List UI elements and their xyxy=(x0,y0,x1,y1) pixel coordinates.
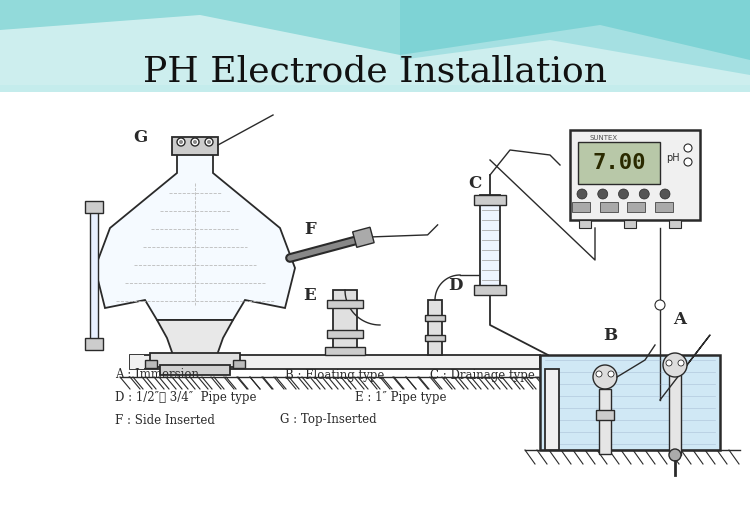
Bar xyxy=(130,355,540,369)
Circle shape xyxy=(193,140,197,144)
Polygon shape xyxy=(95,153,295,320)
Circle shape xyxy=(678,360,684,366)
Circle shape xyxy=(191,138,199,146)
Text: D : 1/2″、 3/4″  Pipe type: D : 1/2″、 3/4″ Pipe type xyxy=(115,391,256,404)
Bar xyxy=(352,227,374,247)
Bar xyxy=(0,0,750,95)
Bar xyxy=(600,202,618,212)
Bar xyxy=(327,300,363,308)
Text: E: E xyxy=(304,286,316,303)
Circle shape xyxy=(577,189,587,199)
Text: B : Floating type: B : Floating type xyxy=(285,369,384,382)
Bar xyxy=(233,360,245,368)
Circle shape xyxy=(177,138,185,146)
Bar xyxy=(480,195,500,295)
Text: G : Top-Inserted: G : Top-Inserted xyxy=(280,414,376,427)
Polygon shape xyxy=(157,320,233,355)
Bar xyxy=(596,410,614,420)
Circle shape xyxy=(660,189,670,199)
Bar xyxy=(655,202,673,212)
Bar xyxy=(578,142,660,184)
Circle shape xyxy=(639,189,650,199)
FancyBboxPatch shape xyxy=(570,130,700,220)
Text: D: D xyxy=(448,277,462,294)
Bar xyxy=(85,201,103,213)
Bar xyxy=(172,137,218,155)
Text: SUNTEX: SUNTEX xyxy=(590,135,618,141)
Bar xyxy=(0,0,750,85)
Polygon shape xyxy=(400,0,750,75)
Bar xyxy=(145,360,157,368)
Circle shape xyxy=(655,300,665,310)
Circle shape xyxy=(619,189,628,199)
Text: A: A xyxy=(674,312,686,328)
Bar xyxy=(425,315,445,321)
Bar xyxy=(150,353,240,367)
Text: pH: pH xyxy=(666,153,680,163)
Bar xyxy=(540,355,720,450)
Circle shape xyxy=(207,140,211,144)
Bar xyxy=(160,365,230,375)
Circle shape xyxy=(669,449,681,461)
Bar xyxy=(130,355,144,369)
Circle shape xyxy=(593,365,617,389)
Bar xyxy=(327,330,363,338)
Text: C: C xyxy=(468,175,482,191)
Bar xyxy=(85,338,103,350)
Circle shape xyxy=(684,158,692,166)
Bar xyxy=(572,202,590,212)
Bar xyxy=(474,195,506,205)
Text: F : Side Inserted: F : Side Inserted xyxy=(115,414,214,427)
Circle shape xyxy=(663,353,687,377)
Bar xyxy=(333,290,357,355)
Circle shape xyxy=(598,189,608,199)
Bar xyxy=(599,389,611,454)
Bar xyxy=(545,369,559,450)
Circle shape xyxy=(608,371,614,377)
Circle shape xyxy=(684,144,692,152)
Bar xyxy=(474,285,506,295)
Bar xyxy=(669,220,681,228)
Bar xyxy=(0,92,750,517)
Polygon shape xyxy=(0,15,750,95)
Bar xyxy=(428,300,442,355)
Text: B: B xyxy=(603,327,617,343)
Bar xyxy=(627,202,645,212)
Circle shape xyxy=(666,360,672,366)
Text: 7.00: 7.00 xyxy=(592,153,646,173)
Circle shape xyxy=(179,140,183,144)
Circle shape xyxy=(596,371,602,377)
Text: PH Electrode Installation: PH Electrode Installation xyxy=(143,55,607,89)
Bar xyxy=(579,220,591,228)
Text: C : Drainage type: C : Drainage type xyxy=(430,369,535,382)
Bar xyxy=(425,335,445,341)
Bar xyxy=(181,355,209,365)
Bar xyxy=(624,220,636,228)
Bar xyxy=(325,347,365,355)
Bar xyxy=(90,203,98,343)
Bar xyxy=(669,365,681,455)
Text: F: F xyxy=(304,221,316,238)
Circle shape xyxy=(205,138,213,146)
Text: E : 1″ Pipe type: E : 1″ Pipe type xyxy=(355,391,446,404)
Text: A : Immersion: A : Immersion xyxy=(115,369,199,382)
Text: G: G xyxy=(133,129,147,146)
